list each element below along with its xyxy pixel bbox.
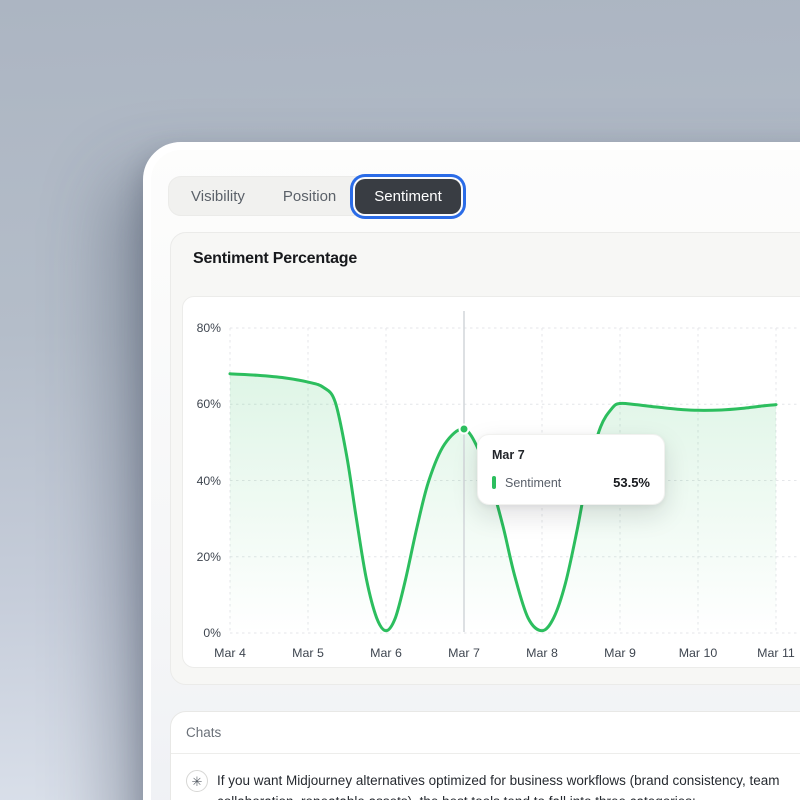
series-color-swatch [492,476,496,489]
tooltip-value: 53.5% [613,475,650,490]
x-tick-label: Mar 5 [292,646,324,660]
chart-plot-area[interactable]: 80% 60% 40% 20% 0% Mar 4 Mar 5 Mar 6 Mar 7 Mar 8… [182,296,800,668]
x-tick-label: Mar 9 [604,646,636,660]
tooltip-date: Mar 7 [492,448,525,462]
y-tick-label: 60% [196,397,221,412]
tooltip-series-row: Sentiment 53.5% [492,475,650,490]
x-tick-label: Mar 8 [526,646,558,660]
y-tick-label: 80% [196,321,221,335]
chats-card: Chats ✳ If you want Midjourney alternati… [170,711,800,800]
tab-position[interactable]: Position [264,179,355,214]
x-tick-label: Mar 4 [214,646,246,660]
y-tick-label: 40% [196,473,221,488]
x-tick-label: Mar 6 [370,646,402,660]
tab-bar: Visibility Position Sentiment [168,176,465,216]
tab-sentiment[interactable]: Sentiment [355,178,461,214]
tab-visibility[interactable]: Visibility [172,179,264,214]
x-tick-label: Mar 11 [757,646,795,660]
chart-title: Sentiment Percentage [193,250,358,267]
chart-tooltip: Mar 7 Sentiment 53.5% [477,434,665,505]
y-tick-label: 20% [196,549,221,564]
x-tick-label: Mar 10 [678,646,718,660]
app-window: Visibility Position Sentiment Sentiment … [143,142,800,800]
tooltip-series-label: Sentiment [505,475,562,490]
chat-message[interactable]: ✳ If you want Midjourney alternatives op… [171,754,800,800]
openai-logo-icon: ✳ [186,770,208,792]
x-tick-label: Mar 7 [448,646,480,660]
y-tick-label: 0% [203,626,221,640]
chats-header: Chats [171,712,800,754]
sentiment-chart-card: Sentiment Percentage 80% 60% 40% 20% 0% Mar … [170,232,800,685]
chat-message-text: If you want Midjourney alternatives opti… [217,773,780,800]
